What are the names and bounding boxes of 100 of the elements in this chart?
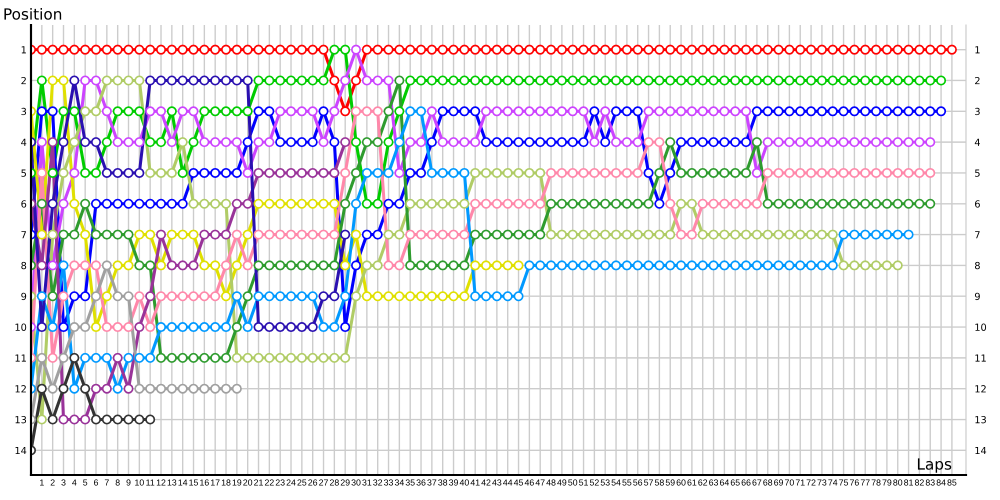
point	[394, 291, 404, 302]
point	[124, 414, 134, 425]
y2-tick-label: 9	[974, 292, 980, 300]
point	[102, 291, 112, 302]
x-tick-label: 60	[676, 479, 686, 486]
point	[80, 137, 90, 148]
y2-tick-label: 1	[975, 46, 980, 54]
y-tick-label: 7	[21, 231, 26, 238]
x-tick-label: 1	[40, 479, 44, 486]
x-tick-label: 82	[914, 479, 924, 486]
x-tick-label: 14	[178, 479, 188, 486]
y2-tick-label: 7	[975, 231, 980, 238]
x-tick-label: 34	[394, 479, 404, 486]
point	[438, 291, 448, 302]
point	[36, 230, 47, 240]
x-tick-label: 21	[254, 479, 263, 486]
x-tick-label: 62	[698, 479, 708, 486]
point	[329, 291, 340, 302]
point	[318, 198, 329, 209]
point	[166, 230, 177, 240]
y2-tick-label: 13	[975, 416, 986, 424]
y-tick-label: 13	[16, 416, 26, 424]
point	[340, 230, 350, 240]
point	[296, 198, 307, 209]
point	[514, 260, 524, 270]
point	[188, 260, 199, 270]
point	[69, 414, 80, 425]
x-tick-label: 80	[893, 479, 902, 486]
point	[210, 260, 220, 270]
point	[199, 384, 210, 394]
x-tick-label: 48	[546, 479, 556, 486]
point	[91, 384, 102, 394]
x-tick-label: 68	[763, 479, 772, 486]
y-tick-label: 12	[16, 385, 26, 392]
x-tick-label: 75	[839, 479, 848, 486]
point	[156, 384, 166, 394]
x-tick-label: 53	[600, 479, 610, 486]
point	[242, 198, 253, 209]
point	[275, 322, 286, 332]
x-tick-label: 41	[470, 479, 480, 486]
point	[372, 291, 383, 302]
point	[232, 75, 242, 86]
x-tick-label: 32	[373, 479, 382, 486]
point	[210, 75, 220, 86]
y2-tick-label: 14	[975, 446, 986, 454]
point	[308, 198, 318, 209]
point	[199, 230, 210, 240]
point	[264, 168, 274, 178]
point	[188, 230, 199, 240]
x-tick-label: 3	[61, 479, 66, 486]
x-tick-label: 31	[362, 479, 372, 486]
point	[91, 137, 102, 148]
point	[351, 230, 362, 240]
y-tick-label: 4	[21, 138, 26, 146]
point	[286, 168, 296, 178]
point	[329, 168, 340, 178]
point	[112, 260, 123, 270]
point	[91, 291, 102, 302]
x-tick-label: 35	[406, 479, 415, 486]
x-tick-label: 85	[947, 479, 956, 486]
point	[178, 384, 188, 394]
point	[134, 384, 144, 394]
point	[221, 291, 232, 302]
x-tick-label: 23	[276, 479, 285, 486]
x-tick-label: 54	[612, 479, 621, 486]
x-tick-label: 5	[83, 479, 88, 486]
x-tick-label: 36	[416, 479, 426, 486]
point	[112, 352, 123, 363]
x-tick-label: 30	[351, 479, 361, 486]
x-tick-label: 38	[438, 479, 448, 486]
point	[254, 198, 264, 209]
y2-tick-label: 2	[975, 76, 980, 84]
point	[275, 198, 286, 209]
point	[102, 414, 112, 425]
x-tick-label: 17	[210, 479, 220, 486]
point	[69, 198, 80, 209]
point	[102, 168, 112, 178]
point	[264, 322, 274, 332]
x-tick-label: 37	[427, 479, 436, 486]
x-tick-label: 12	[156, 479, 166, 486]
x-tick-label: 39	[449, 479, 458, 486]
point	[145, 230, 156, 240]
point	[178, 260, 188, 270]
y-tick-label: 5	[21, 170, 26, 177]
point	[329, 198, 340, 209]
point	[102, 384, 112, 394]
point	[318, 291, 329, 302]
x-tick-label: 10	[135, 479, 144, 486]
x-tick-label: 4	[72, 479, 77, 486]
x-tick-label: 27	[319, 479, 328, 486]
point	[492, 260, 502, 270]
x-tick-label: 52	[590, 479, 599, 486]
point	[459, 291, 470, 302]
point	[48, 137, 58, 148]
point	[124, 168, 134, 178]
point	[448, 291, 459, 302]
point	[221, 384, 232, 394]
point	[156, 260, 166, 270]
point	[124, 260, 134, 270]
point	[80, 414, 90, 425]
